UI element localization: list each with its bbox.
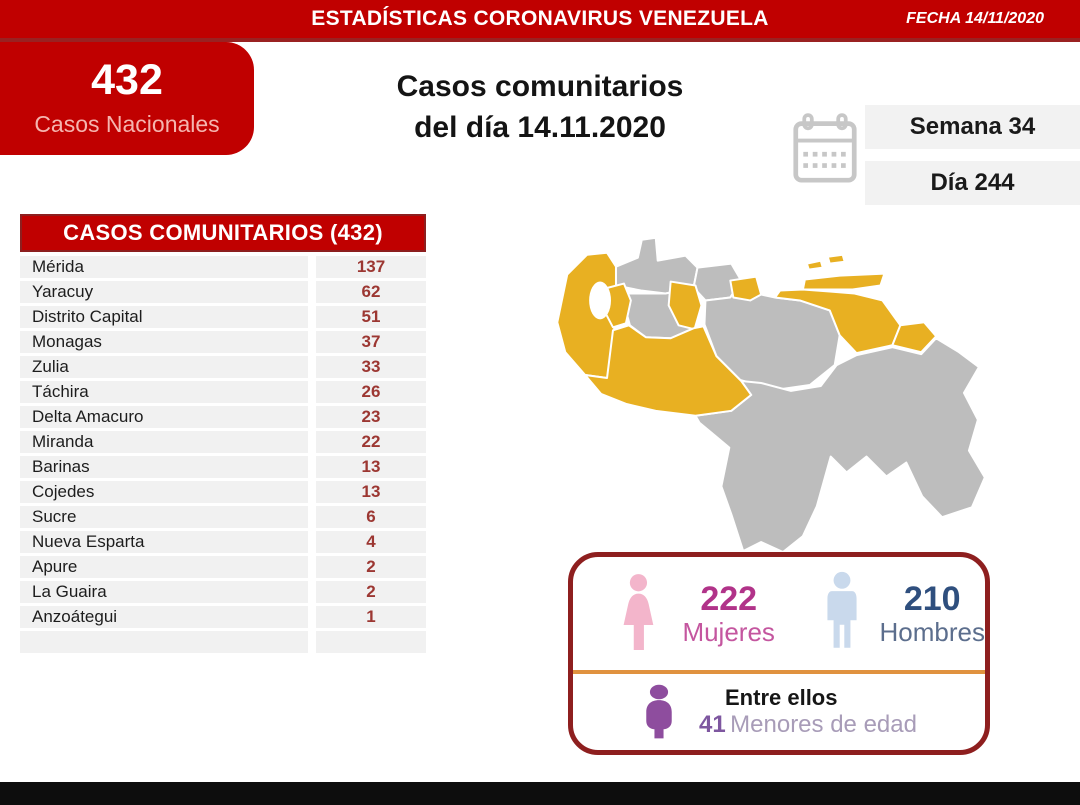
table-row: Mérida 137 (20, 256, 426, 278)
state-value: 2 (316, 581, 426, 603)
state-name: Zulia (20, 356, 308, 378)
state-value: 4 (316, 531, 426, 553)
venezuela-map (556, 236, 986, 553)
page-title: Casos comunitarios del día 14.11.2020 (320, 66, 760, 148)
state-value: 51 (316, 306, 426, 328)
table-row: Miranda 22 (20, 431, 426, 453)
table-row: Yaracuy 62 (20, 281, 426, 303)
table-row: Táchira 26 (20, 381, 426, 403)
calendar-dots (803, 151, 846, 168)
state-name: Barinas (20, 456, 308, 478)
state-name: La Guaira (20, 581, 308, 603)
page-title-line1: Casos comunitarios (396, 70, 684, 103)
state-name: Delta Amacuro (20, 406, 308, 428)
state-value: 37 (316, 331, 426, 353)
top-bar-date: FECHA 14/11/2020 (906, 10, 1044, 27)
table-row: Zulia 33 (20, 356, 426, 378)
state-name: Táchira (20, 381, 308, 403)
men-label: Hombres (879, 616, 985, 647)
state-value: 2 (316, 556, 426, 578)
table-row: Anzoátegui 1 (20, 606, 426, 628)
state-name: Anzoátegui (20, 606, 308, 628)
national-cases-label: Casos Nacionales (34, 111, 220, 137)
state-name: Monagas (20, 331, 308, 353)
minors-heading: Entre ellos (725, 685, 838, 710)
state-name: Yaracuy (20, 281, 308, 303)
table-row: Delta Amacuro 23 (20, 406, 426, 428)
page-title-line2: del día 14.11.2020 (414, 111, 666, 144)
men-stat: 210 Hombres (879, 581, 985, 647)
state-value: 33 (316, 356, 426, 378)
state-value: 1 (316, 606, 426, 628)
bottom-black-bar (0, 782, 1080, 805)
national-cases-value: 432 (91, 56, 163, 104)
women-stat: 222 Mujeres (676, 581, 782, 647)
state-value: 6 (316, 506, 426, 528)
state-value: 22 (316, 431, 426, 453)
minors-stat: Entre ellos 41 Menores de edad (699, 685, 917, 739)
table-row: La Guaira 2 (20, 581, 426, 603)
cases-table: Mérida 137 Yaracuy 62 Distrito Capital 51 M… (20, 256, 426, 656)
state-value: 26 (316, 381, 426, 403)
demographics-box: 222 Mujeres 210 Hombres (568, 552, 990, 755)
orange-divider (573, 670, 985, 674)
table-row: Monagas 37 (20, 331, 426, 353)
table-row: Apure 2 (20, 556, 426, 578)
women-label: Mujeres (682, 616, 775, 647)
calendar-icon (793, 113, 857, 183)
gender-row: 222 Mujeres 210 Hombres (573, 557, 985, 670)
state-value: 62 (316, 281, 426, 303)
minors-count: 41 (699, 711, 726, 738)
state-name: Distrito Capital (20, 306, 308, 328)
week-badge: Semana 34 (865, 105, 1080, 149)
child-icon (646, 684, 672, 739)
state-name: Cojedes (20, 481, 308, 503)
state-name: Nueva Esparta (20, 531, 308, 553)
table-row: Nueva Esparta 4 (20, 531, 426, 553)
man-icon (827, 571, 858, 648)
table-row: Barinas 13 (20, 456, 426, 478)
state-name: Apure (20, 556, 308, 578)
state-value: 13 (316, 481, 426, 503)
state-value: 137 (316, 256, 426, 278)
table-row: Cojedes 13 (20, 481, 426, 503)
minors-row: Entre ellos 41 Menores de edad (573, 674, 985, 750)
state-value: 13 (316, 456, 426, 478)
national-cases-badge: 432 Casos Nacionales (0, 42, 254, 155)
state-value: 23 (316, 406, 426, 428)
table-row: Sucre 6 (20, 506, 426, 528)
top-bar: ESTADÍSTICAS CORONAVIRUS VENEZUELA FECHA… (0, 0, 1080, 42)
lake-maracaibo (589, 281, 611, 320)
table-row-empty (20, 631, 426, 653)
women-count: 222 (700, 579, 758, 618)
day-badge: Día 244 (865, 161, 1080, 205)
men-count: 210 (903, 579, 961, 618)
state-name: Sucre (20, 506, 308, 528)
minors-label: Menores de edad (730, 711, 917, 738)
woman-icon (623, 573, 654, 650)
table-row: Distrito Capital 51 (20, 306, 426, 328)
state-name: Miranda (20, 431, 308, 453)
table-title: CASOS COMUNITARIOS (432) (20, 214, 426, 252)
top-bar-title: ESTADÍSTICAS CORONAVIRUS VENEZUELA (311, 7, 769, 30)
state-name: Mérida (20, 256, 308, 278)
